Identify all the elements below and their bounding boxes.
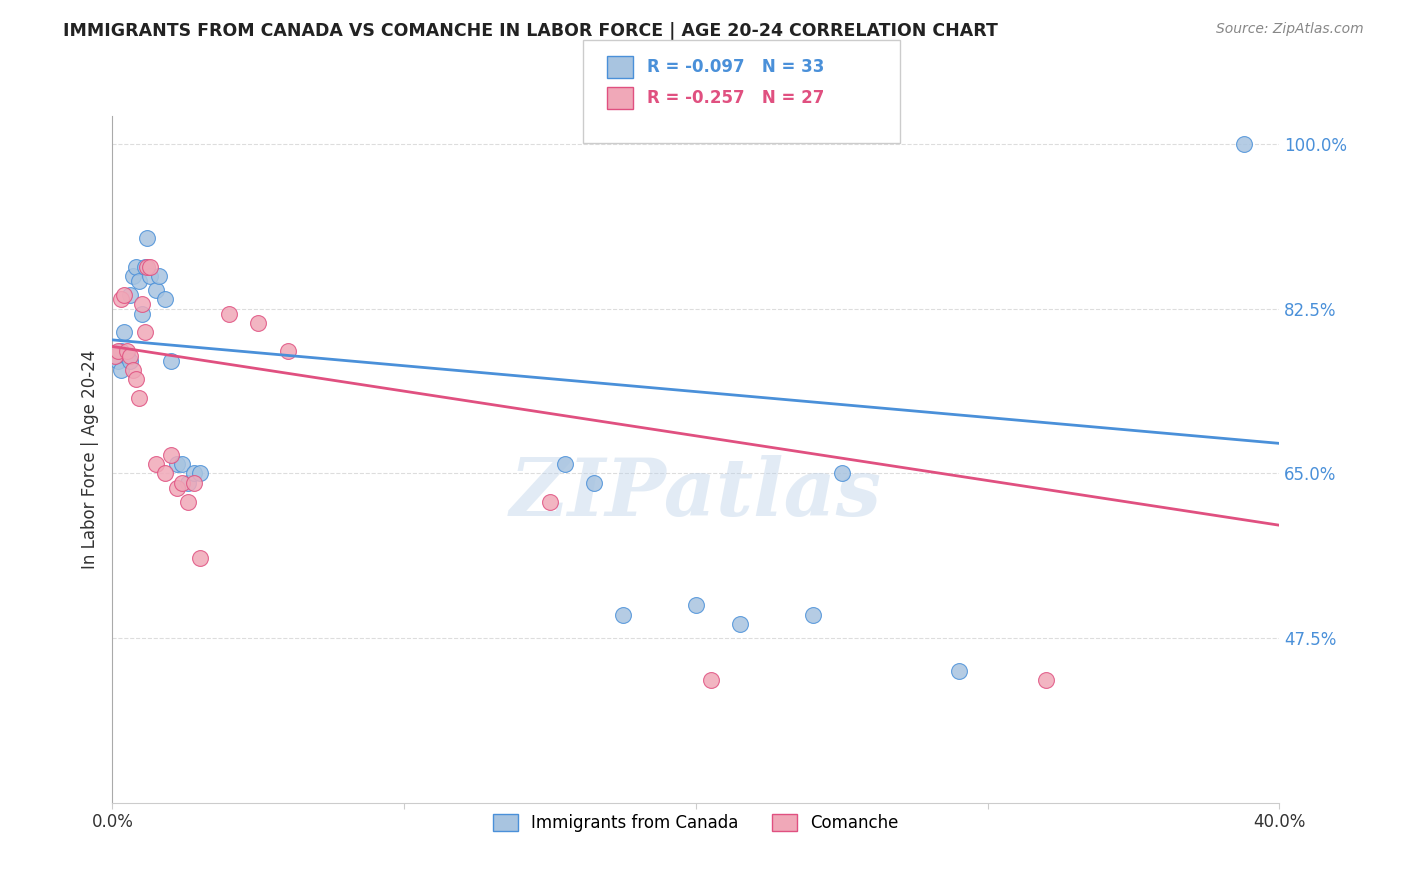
Point [128, 274, 150, 288]
Point [110, 344, 132, 359]
Point [831, 467, 853, 481]
Point [188, 467, 211, 481]
Point [153, 467, 176, 481]
Point [801, 607, 824, 622]
Point [125, 260, 148, 274]
Point [136, 231, 159, 245]
Point [134, 260, 156, 274]
Point [148, 268, 170, 283]
Point [145, 283, 167, 297]
Point [183, 475, 205, 490]
Point [122, 268, 145, 283]
Point [1035, 673, 1057, 688]
Text: IMMIGRANTS FROM CANADA VS COMANCHE IN LABOR FORCE | AGE 20-24 CORRELATION CHART: IMMIGRANTS FROM CANADA VS COMANCHE IN LA… [63, 22, 998, 40]
Point [139, 268, 162, 283]
Point [1233, 137, 1256, 152]
Point [699, 673, 721, 688]
Point [166, 481, 188, 495]
Text: R = -0.097   N = 33: R = -0.097 N = 33 [647, 58, 824, 77]
Point [118, 353, 141, 368]
Point [153, 293, 176, 307]
Point [112, 326, 135, 340]
Point [128, 391, 150, 405]
Point [276, 344, 298, 359]
Point [145, 457, 167, 471]
Point [160, 448, 183, 462]
Point [131, 307, 153, 321]
Point [115, 349, 138, 363]
Point [160, 353, 183, 368]
Point [177, 475, 200, 490]
Point [112, 287, 135, 301]
Point [131, 297, 153, 311]
Point [118, 349, 141, 363]
Point [948, 664, 970, 678]
Point [110, 293, 132, 307]
Point [118, 287, 141, 301]
Point [107, 353, 129, 368]
Point [136, 260, 159, 274]
Point [172, 457, 194, 471]
Point [172, 475, 194, 490]
Text: ZIPatlas: ZIPatlas [510, 455, 882, 533]
Point [554, 457, 576, 471]
Point [188, 551, 211, 566]
Point [247, 316, 270, 330]
Point [166, 457, 188, 471]
Text: Source: ZipAtlas.com: Source: ZipAtlas.com [1216, 22, 1364, 37]
Point [177, 494, 200, 508]
Point [104, 349, 127, 363]
Legend: Immigrants from Canada, Comanche: Immigrants from Canada, Comanche [486, 807, 905, 839]
Point [728, 617, 751, 632]
Point [685, 598, 707, 612]
Text: R = -0.257   N = 27: R = -0.257 N = 27 [647, 88, 824, 107]
Point [104, 349, 127, 363]
Point [122, 363, 145, 377]
Point [538, 494, 561, 508]
Point [134, 326, 156, 340]
Point [115, 344, 138, 359]
Point [218, 307, 240, 321]
Point [110, 363, 132, 377]
Point [582, 475, 605, 490]
Point [183, 467, 205, 481]
Point [612, 607, 634, 622]
Y-axis label: In Labor Force | Age 20-24: In Labor Force | Age 20-24 [80, 350, 98, 569]
Point [107, 344, 129, 359]
Point [139, 260, 162, 274]
Point [125, 372, 148, 386]
